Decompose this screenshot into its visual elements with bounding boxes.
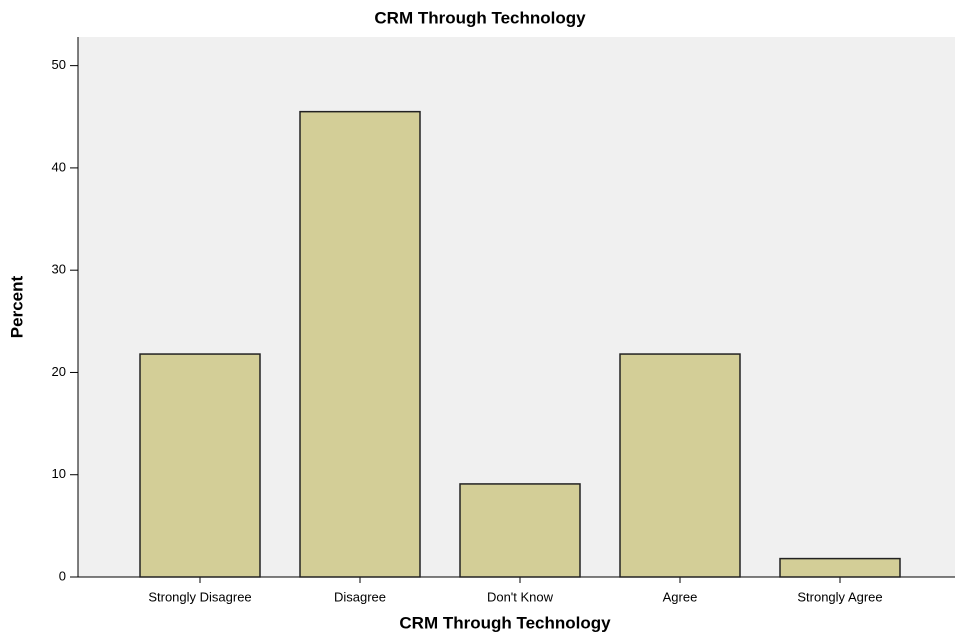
y-axis-label: Percent [7, 275, 26, 338]
x-tick-label: Strongly Disagree [148, 589, 251, 604]
bar [139, 353, 261, 578]
chart-title: CRM Through Technology [374, 8, 586, 27]
bar [779, 557, 901, 578]
y-tick-label: 20 [52, 364, 66, 379]
x-axis-label: CRM Through Technology [399, 613, 611, 632]
y-tick-label: 50 [52, 57, 66, 72]
bar [299, 110, 421, 578]
x-tick-label: Agree [663, 589, 698, 604]
y-tick-label: 10 [52, 466, 66, 481]
bar [619, 353, 741, 578]
x-tick-label: Disagree [334, 589, 386, 604]
bar [459, 483, 581, 578]
y-tick-label: 30 [52, 262, 66, 277]
y-tick-label: 40 [52, 159, 66, 174]
x-tick-label: Don't Know [487, 589, 554, 604]
x-tick-label: Strongly Agree [797, 589, 882, 604]
y-tick-label: 0 [59, 568, 66, 583]
